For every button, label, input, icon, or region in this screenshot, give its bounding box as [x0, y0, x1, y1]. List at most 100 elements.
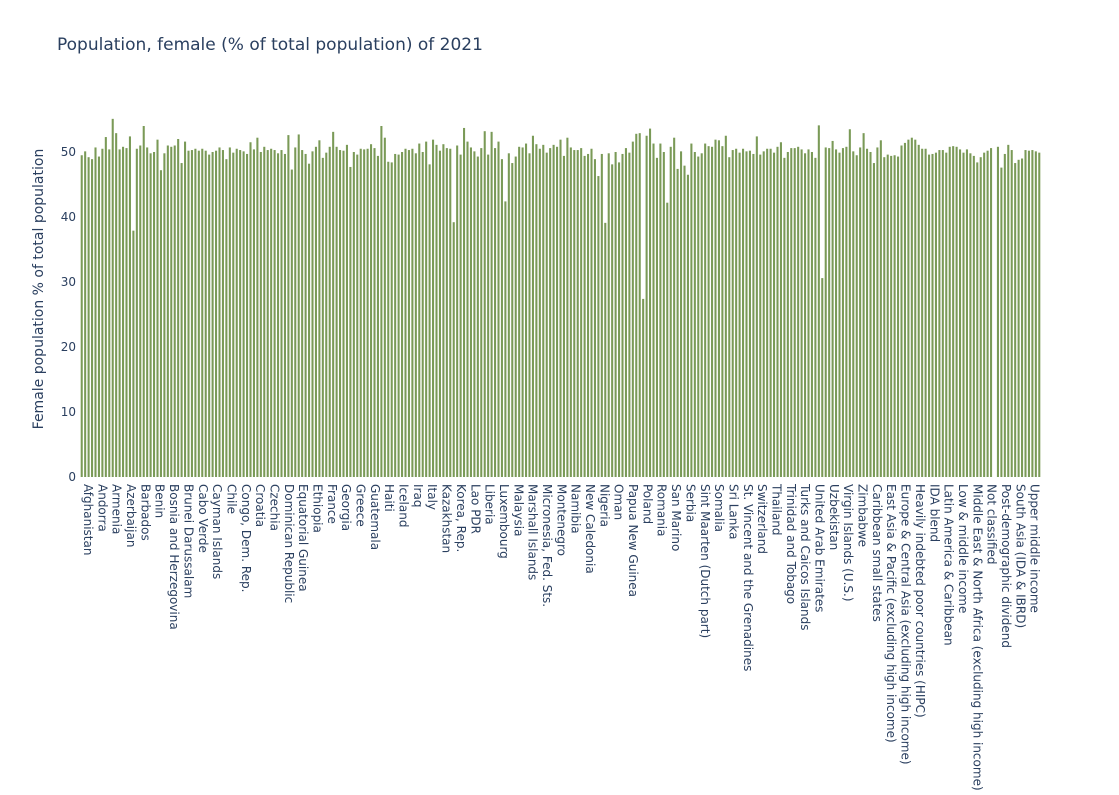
bar	[680, 151, 683, 477]
bar	[587, 153, 590, 477]
bar	[494, 148, 497, 477]
bar	[897, 156, 900, 478]
y-tick-label: 50	[61, 145, 76, 159]
bar	[976, 162, 979, 477]
x-tick-label: Guatemala	[368, 484, 382, 550]
bar	[907, 139, 910, 477]
bar	[466, 141, 469, 477]
bar	[215, 150, 218, 477]
bar	[108, 149, 111, 477]
bar	[332, 131, 335, 477]
bar	[459, 154, 462, 477]
bar	[714, 139, 717, 477]
bar	[573, 150, 576, 478]
bar	[535, 144, 538, 477]
bar	[218, 147, 221, 477]
bar	[84, 151, 87, 477]
x-tick-label: Papua New Guinea	[626, 484, 640, 597]
bar	[872, 163, 875, 478]
bar	[480, 148, 483, 477]
bar	[1027, 150, 1030, 477]
x-tick-label: New Caledonia	[583, 484, 597, 574]
bar	[655, 157, 658, 477]
x-tick-label: San Marino	[669, 484, 683, 551]
bar	[153, 152, 156, 477]
bar	[314, 146, 317, 478]
x-tick-label: Afghanistan	[81, 484, 95, 555]
bar	[290, 169, 293, 478]
x-tick-label: United Arab Emirates	[813, 484, 827, 612]
bar	[297, 134, 300, 477]
bar	[962, 152, 965, 477]
bar	[249, 142, 252, 477]
y-axis-ticks: 0 10 20 30 40 50	[61, 145, 76, 484]
bar	[669, 146, 672, 478]
bar	[1038, 152, 1041, 477]
bar	[859, 147, 862, 477]
bar	[793, 148, 796, 477]
bar	[163, 153, 166, 478]
bar	[407, 150, 410, 478]
bar	[890, 155, 893, 477]
bar	[566, 137, 569, 477]
x-tick-label: Malaysia	[511, 484, 525, 536]
bar	[1010, 150, 1013, 478]
bar	[921, 148, 924, 477]
x-tick-label: East Asia & Pacific (excluding high inco…	[884, 484, 898, 743]
bar	[469, 147, 472, 477]
bar	[173, 145, 176, 477]
bar	[352, 152, 355, 477]
bar	[525, 143, 528, 478]
x-tick-label: Iraq	[411, 484, 425, 507]
x-tick-label: Serbia	[683, 484, 697, 522]
bar	[170, 146, 173, 478]
bar	[156, 139, 159, 477]
y-tick-label: 10	[61, 405, 76, 419]
bar	[325, 152, 328, 477]
bar	[235, 148, 238, 477]
bar	[666, 202, 669, 477]
bar	[800, 149, 803, 477]
bar	[366, 148, 369, 477]
bar	[418, 143, 421, 478]
bar	[635, 133, 638, 478]
bar	[146, 147, 149, 477]
bar	[583, 155, 586, 477]
bar	[731, 150, 734, 478]
x-tick-label: Georgia	[339, 484, 353, 531]
x-tick-label: Ethiopia	[310, 484, 324, 533]
x-tick-label: Italy	[425, 484, 439, 510]
bar	[221, 150, 224, 478]
bar	[373, 148, 376, 477]
x-tick-label: Cabo Verde	[196, 484, 210, 553]
bar	[294, 147, 297, 477]
x-tick-label: Brunei Darussalam	[181, 484, 195, 598]
bar	[745, 151, 748, 477]
bar	[948, 146, 951, 478]
bar	[511, 163, 514, 478]
bar	[363, 149, 366, 477]
bar	[917, 144, 920, 477]
bar	[277, 153, 280, 478]
bar	[184, 141, 187, 477]
bar	[194, 148, 197, 477]
bar	[252, 149, 255, 477]
bar	[817, 125, 820, 477]
bar	[786, 152, 789, 477]
x-tick-label: Czechia	[267, 484, 281, 531]
bar	[938, 150, 941, 478]
bar	[94, 147, 97, 477]
x-tick-label: Equatorial Guinea	[296, 484, 310, 592]
bar	[804, 153, 807, 478]
x-tick-label: Trinidad and Tobago	[784, 483, 798, 604]
x-tick-label: Benin	[153, 484, 167, 518]
x-tick-label: Liberia	[483, 484, 497, 525]
x-tick-label: Sint Maarten (Dutch part)	[698, 484, 712, 638]
bar	[421, 152, 424, 477]
bar	[1031, 150, 1034, 478]
bar	[80, 155, 83, 477]
bar	[122, 146, 125, 478]
bar	[149, 153, 152, 478]
bar	[428, 164, 431, 477]
